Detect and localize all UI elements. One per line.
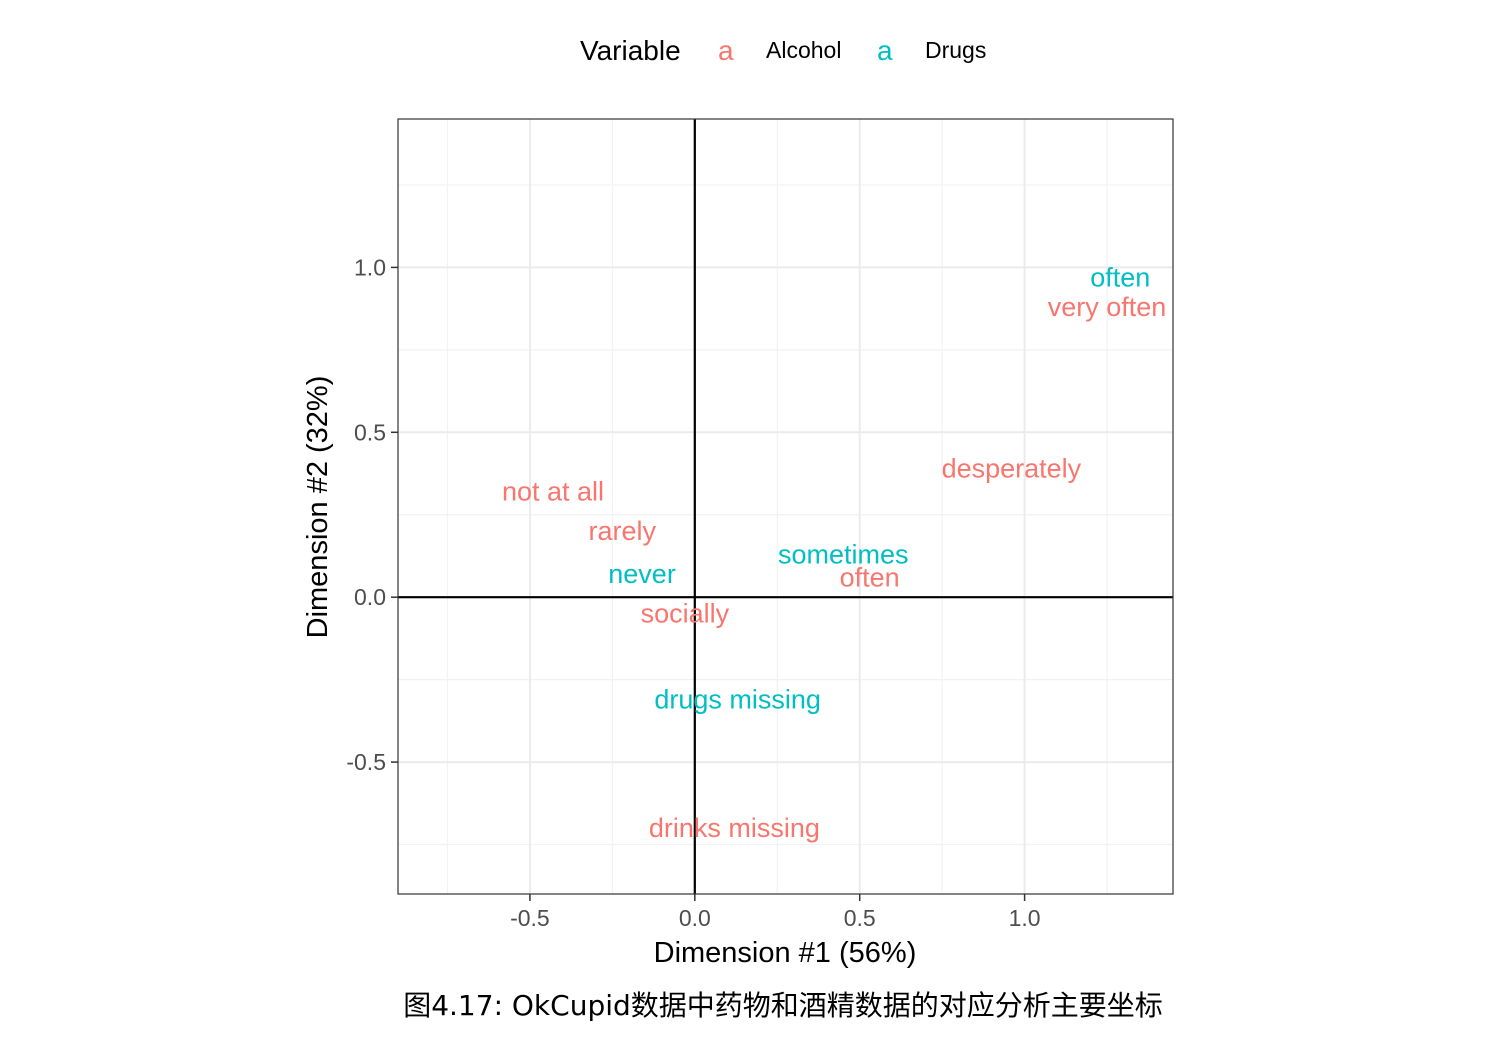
- x-tick-label: 0.0: [679, 905, 711, 931]
- y-tick-label: 1.0: [354, 254, 386, 280]
- point-label-alcohol-desperately: desperately: [942, 454, 1082, 484]
- y-tick-label: 0.5: [354, 419, 386, 445]
- panel-border: [397, 118, 1174, 895]
- point-label-drugs-often: often: [1090, 262, 1150, 292]
- point-label-alcohol-very-often: very often: [1048, 292, 1167, 322]
- y-axis: -0.5 0.0 0.5 1.0: [346, 254, 398, 775]
- point-labels: very often desperately not at all rarely oft…: [502, 262, 1166, 843]
- legend-label-alcohol: Alcohol: [766, 37, 841, 63]
- y-tick-label: 0.0: [354, 584, 386, 610]
- point-label-alcohol-rarely: rarely: [588, 516, 656, 546]
- reference-lines: [398, 119, 1173, 894]
- point-label-alcohol-socially: socially: [641, 599, 730, 629]
- figure-caption: 图4.17: OkCupid数据中药物和酒精数据的对应分析主要坐标: [403, 989, 1163, 1022]
- x-tick-label: 1.0: [1009, 905, 1041, 931]
- point-label-drugs-never: never: [608, 559, 676, 589]
- y-axis-title: Dimension #2 (32%): [302, 376, 334, 639]
- point-label-alcohol-drinks-missing: drinks missing: [649, 813, 820, 843]
- x-tick-label: -0.5: [510, 905, 550, 931]
- point-label-alcohol-not-at-all: not at all: [502, 477, 604, 507]
- point-label-alcohol-often: often: [840, 562, 900, 592]
- x-axis-title: Dimension #1 (56%): [654, 937, 917, 969]
- point-label-drugs-drugs-missing: drugs missing: [654, 684, 821, 714]
- x-tick-label: 0.5: [844, 905, 876, 931]
- legend: Variable a Alcohol a Drugs: [580, 35, 986, 66]
- point-label-drugs-sometimes: sometimes: [778, 539, 909, 569]
- legend-title: Variable: [580, 35, 681, 66]
- legend-key-drugs: a: [877, 35, 893, 66]
- x-axis: -0.5 0.0 0.5 1.0: [510, 894, 1041, 931]
- legend-label-drugs: Drugs: [925, 37, 986, 63]
- y-tick-label: -0.5: [346, 749, 386, 775]
- legend-key-alcohol: a: [718, 35, 734, 66]
